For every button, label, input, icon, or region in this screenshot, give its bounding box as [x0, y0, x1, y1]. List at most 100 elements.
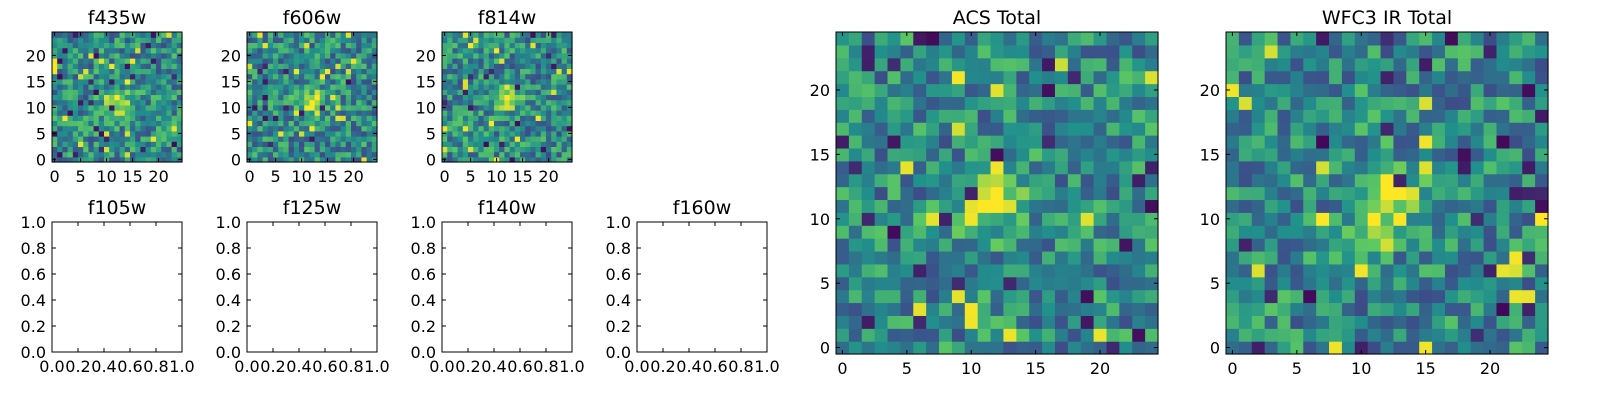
heatmap-cell — [1106, 32, 1120, 46]
heatmap-cell — [345, 73, 352, 80]
heatmap-cell — [72, 94, 79, 101]
heatmap-cell — [535, 58, 542, 64]
heatmap-cell — [366, 73, 373, 80]
heatmap-cell — [1367, 147, 1382, 162]
heatmap-cell — [561, 125, 568, 132]
heatmap-cell — [278, 115, 284, 121]
heatmap-cell — [977, 238, 992, 252]
heatmap-cell — [314, 63, 321, 69]
heatmap-cell — [356, 125, 362, 132]
heatmap-cell — [1522, 186, 1536, 201]
heatmap-cell — [525, 68, 531, 75]
heatmap-cell — [1226, 199, 1240, 213]
heatmap-cell — [93, 104, 100, 111]
heatmap-cell — [1432, 341, 1446, 355]
heatmap-cell — [330, 63, 336, 69]
heatmap-cell — [330, 99, 336, 106]
heatmap-cell — [525, 130, 531, 137]
heatmap-cell — [874, 225, 889, 239]
heatmap-cell — [67, 94, 74, 101]
heatmap-cell — [939, 135, 953, 149]
heatmap-cell — [1003, 122, 1017, 136]
heatmap-cell — [1132, 328, 1146, 342]
heatmap-cell — [499, 84, 505, 90]
heatmap-cell — [1341, 83, 1356, 97]
heatmap-cell — [1457, 250, 1472, 265]
heatmap-cell — [1119, 57, 1133, 72]
heatmap-cell — [98, 130, 105, 137]
heatmap-cell — [848, 57, 863, 72]
heatmap-cell — [836, 109, 850, 123]
heatmap-cell — [283, 32, 290, 38]
heatmap-cell — [1132, 173, 1146, 188]
heatmap-cell — [278, 120, 284, 127]
heatmap-cell — [1470, 250, 1485, 265]
heatmap-cell — [951, 122, 966, 136]
heatmap-cell — [119, 141, 126, 147]
heatmap-cell — [1119, 70, 1133, 85]
heatmap-cell — [1303, 341, 1317, 355]
heatmap-cell — [1496, 302, 1510, 316]
heatmap-cell — [262, 151, 269, 158]
heatmap-cell — [1277, 160, 1291, 175]
heatmap-cell — [135, 125, 141, 132]
heatmap-cell — [62, 63, 69, 69]
heatmap-cell — [939, 263, 953, 278]
heatmap-cell — [57, 156, 63, 163]
heatmap-cell — [356, 84, 362, 90]
heatmap-cell — [504, 115, 511, 121]
heatmap-cell — [1226, 276, 1240, 291]
heatmap-cell — [361, 151, 368, 158]
heatmap-cell — [52, 84, 58, 90]
heatmap-cell — [351, 78, 357, 85]
heatmap-cell — [62, 58, 69, 64]
heatmap-cell — [530, 156, 537, 163]
heatmap-cell — [848, 44, 863, 59]
heatmap-cell — [848, 302, 863, 316]
heatmap-cell — [135, 94, 141, 101]
heatmap-cell — [166, 104, 173, 111]
heatmap-cell — [1003, 57, 1017, 72]
heatmap-cell — [1067, 315, 1082, 329]
heatmap-cell — [330, 94, 336, 101]
heatmap-cell — [1003, 328, 1017, 342]
heatmap-cell — [340, 136, 347, 142]
heatmap-cell — [371, 73, 378, 80]
heatmap-cell — [977, 263, 992, 278]
heatmap-cell — [351, 146, 357, 153]
heatmap-cell — [1080, 109, 1095, 123]
heatmap-cell — [964, 147, 979, 162]
heatmap-cell — [140, 63, 147, 69]
heatmap-cell — [345, 156, 352, 163]
heatmap-cell — [488, 94, 495, 101]
heatmap-cell — [1145, 212, 1159, 226]
heatmap-cell — [314, 146, 321, 153]
heatmap-cell — [1226, 122, 1240, 136]
y-tick-label: 0.6 — [606, 265, 631, 284]
heatmap-cell — [520, 58, 526, 64]
heatmap-cell — [273, 130, 279, 137]
heatmap-cell — [135, 104, 141, 111]
heatmap-cell — [1457, 238, 1472, 252]
heatmap-cell — [366, 130, 373, 137]
heatmap-cell — [1419, 302, 1433, 316]
heatmap-cell — [52, 125, 58, 132]
heatmap-cell — [990, 96, 1005, 110]
heatmap-cell — [130, 37, 136, 43]
heatmap-cell — [293, 141, 300, 147]
heatmap-cell — [977, 32, 992, 46]
heatmap-cell — [1016, 302, 1030, 316]
heatmap-cell — [361, 89, 368, 95]
heatmap-cell — [1054, 96, 1069, 110]
heatmap-cell — [1067, 32, 1082, 46]
heatmap-cell — [93, 130, 100, 137]
heatmap-cell — [1419, 212, 1433, 226]
heatmap-cell — [442, 89, 448, 95]
heatmap-cell — [1419, 57, 1433, 72]
heatmap-cell — [468, 99, 474, 106]
heatmap-cell — [1226, 250, 1240, 265]
heatmap-cell — [1119, 147, 1133, 162]
heatmap-cell — [1251, 44, 1266, 59]
heatmap-cell — [62, 130, 69, 137]
heatmap-cell — [161, 146, 167, 153]
